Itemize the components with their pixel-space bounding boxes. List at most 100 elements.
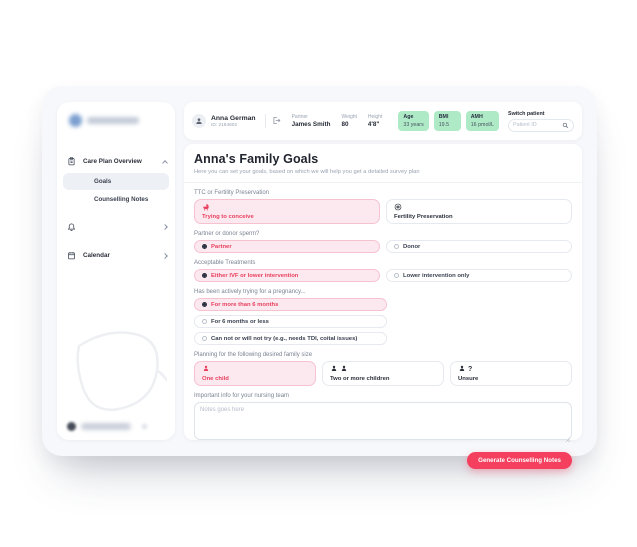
switch-patient: Switch patient (508, 111, 574, 132)
radio-icon (202, 319, 207, 324)
sidebar-item-label: Goals (94, 178, 112, 185)
search-icon[interactable] (562, 122, 569, 129)
clipboard-icon (68, 157, 75, 166)
patient-id-input[interactable] (513, 122, 562, 128)
age-badge: Age 33 years (398, 111, 429, 131)
section-label-trying-duration: Has been actively trying for a pregnancy… (194, 289, 306, 295)
logo-mark-blurred (69, 114, 82, 127)
radio-icon (394, 273, 399, 278)
chevron-up-icon (162, 159, 168, 166)
sidebar: Care Plan Overview Goals Counselling Not… (57, 102, 175, 440)
option-fertility-preservation[interactable]: Fertility Preservation (386, 199, 572, 224)
bmi-badge-value: 19.5 (438, 121, 450, 128)
amh-badge-label: AMH (470, 114, 483, 121)
vitals-badges: Age 33 years BMI 19.5 AMH 16 pmol/L (398, 111, 499, 131)
option-6-months-or-less[interactable]: For 6 months or less (194, 315, 387, 328)
radio-selected-icon (202, 302, 207, 307)
family-size-options: One child Two or more children (194, 361, 572, 386)
option-cannot-try[interactable]: Can not or will not try (e.g., needs TDI… (194, 332, 387, 345)
divider (184, 182, 582, 183)
age-badge-value: 33 years (403, 121, 424, 128)
page-subtitle: Here you can set your goals, based on wh… (194, 169, 420, 175)
divider (264, 114, 266, 128)
partner-label: Partner (291, 113, 308, 120)
patient-name: Anna German (211, 114, 256, 122)
height-label: Height (367, 113, 383, 120)
patient-identity: Anna German ID: 2184602 (211, 115, 256, 128)
section-label-treatments: Acceptable Treatments (194, 260, 256, 266)
chevron-right-icon (162, 252, 168, 259)
age-badge-label: Age (403, 114, 414, 121)
option-label: Trying to conceive (202, 213, 254, 220)
option-label: For 6 months or less (211, 318, 269, 325)
stroller-icon (203, 204, 209, 211)
option-label: Either IVF or lower intervention (211, 272, 299, 279)
bell-icon (67, 223, 76, 231)
option-donor[interactable]: Donor (386, 240, 572, 253)
option-unsure[interactable]: ? Unsure (450, 361, 572, 386)
option-label: Two or more children (330, 375, 390, 382)
sidebar-item-label: Counselling Notes (94, 196, 149, 203)
option-partner[interactable]: Partner (194, 240, 380, 253)
partner-field: Partner James Smith (292, 114, 331, 129)
weight-label: Weight (341, 113, 357, 120)
generate-counselling-notes-button[interactable]: Generate Counselling Notes (467, 452, 572, 469)
option-label: One child (202, 375, 229, 382)
sidebar-item-goals[interactable]: Goals (63, 173, 169, 190)
ttc-options: Trying to conceive Fertility Preservatio… (194, 199, 572, 224)
page-title: Anna's Family Goals (194, 152, 319, 166)
logo-text-blurred (87, 117, 139, 124)
option-label: Unsure (458, 375, 479, 382)
amh-badge-value: 16 pmol/L (470, 121, 494, 128)
sidebar-item-label: Care Plan Overview (83, 158, 142, 165)
sidebar-item-blurred[interactable] (57, 216, 175, 237)
sidebar-item-counselling-notes[interactable]: Counselling Notes (63, 191, 169, 208)
bmi-badge-label: BMI (438, 114, 449, 121)
weight-field: Weight 80 (341, 114, 356, 129)
switch-patient-label: Switch patient (508, 110, 545, 117)
partner-value: James Smith (291, 121, 331, 129)
calendar-icon (68, 252, 75, 260)
option-label: For more than 6 months (211, 301, 279, 308)
baby-icon (331, 366, 337, 372)
option-trying-to-conceive[interactable]: Trying to conceive (194, 199, 380, 224)
option-label: Fertility Preservation (394, 213, 453, 220)
leaf-decoration (76, 331, 167, 411)
notes-label: Important info for your nursing team (194, 393, 290, 399)
height-value: 4'8" (367, 121, 380, 129)
app-window: Care Plan Overview Goals Counselling Not… (42, 86, 597, 469)
chevron-right-icon (162, 223, 168, 230)
chevron-blurred (142, 424, 147, 429)
radio-selected-icon (202, 273, 207, 278)
radio-icon (394, 244, 399, 249)
resize-handle-icon[interactable] (565, 437, 570, 442)
sidebar-item-care-plan-overview[interactable]: Care Plan Overview (57, 151, 175, 172)
logout-patient-button[interactable] (272, 112, 281, 130)
baby-icon (459, 366, 465, 372)
option-label: Partner (211, 243, 232, 250)
user-account-row[interactable] (67, 422, 147, 431)
patient-avatar (192, 114, 206, 128)
snowflake-circle-icon (394, 203, 402, 211)
treatment-options: Either IVF or lower intervention Lower i… (194, 269, 572, 282)
bmi-badge: BMI 19.5 (433, 111, 461, 131)
sidebar-item-calendar[interactable]: Calendar (57, 245, 175, 266)
option-label: Can not or will not try (e.g., needs TDI… (211, 335, 358, 342)
patient-search-box[interactable] (508, 118, 574, 132)
option-more-than-6-months[interactable]: For more than 6 months (194, 298, 387, 311)
nursing-notes-textarea[interactable] (194, 402, 572, 440)
avatar-blurred (67, 422, 76, 431)
section-label-sperm-source: Partner or donor sperm? (194, 231, 260, 237)
radio-icon (202, 336, 207, 341)
option-ivf-or-lower[interactable]: Either IVF or lower intervention (194, 269, 380, 282)
notes-field (194, 402, 572, 445)
section-label-family-size: Planning for the following desired famil… (194, 352, 313, 358)
baby-icon (203, 366, 209, 372)
option-lower-only[interactable]: Lower intervention only (386, 269, 572, 282)
person-icon (196, 118, 202, 124)
option-two-or-more[interactable]: Two or more children (322, 361, 444, 386)
patient-header: Anna German ID: 2184602 Partner James Sm… (184, 102, 582, 140)
option-label: Donor (403, 243, 421, 250)
trying-duration-options: For more than 6 months For 6 months or l… (194, 298, 572, 345)
option-one-child[interactable]: One child (194, 361, 316, 386)
